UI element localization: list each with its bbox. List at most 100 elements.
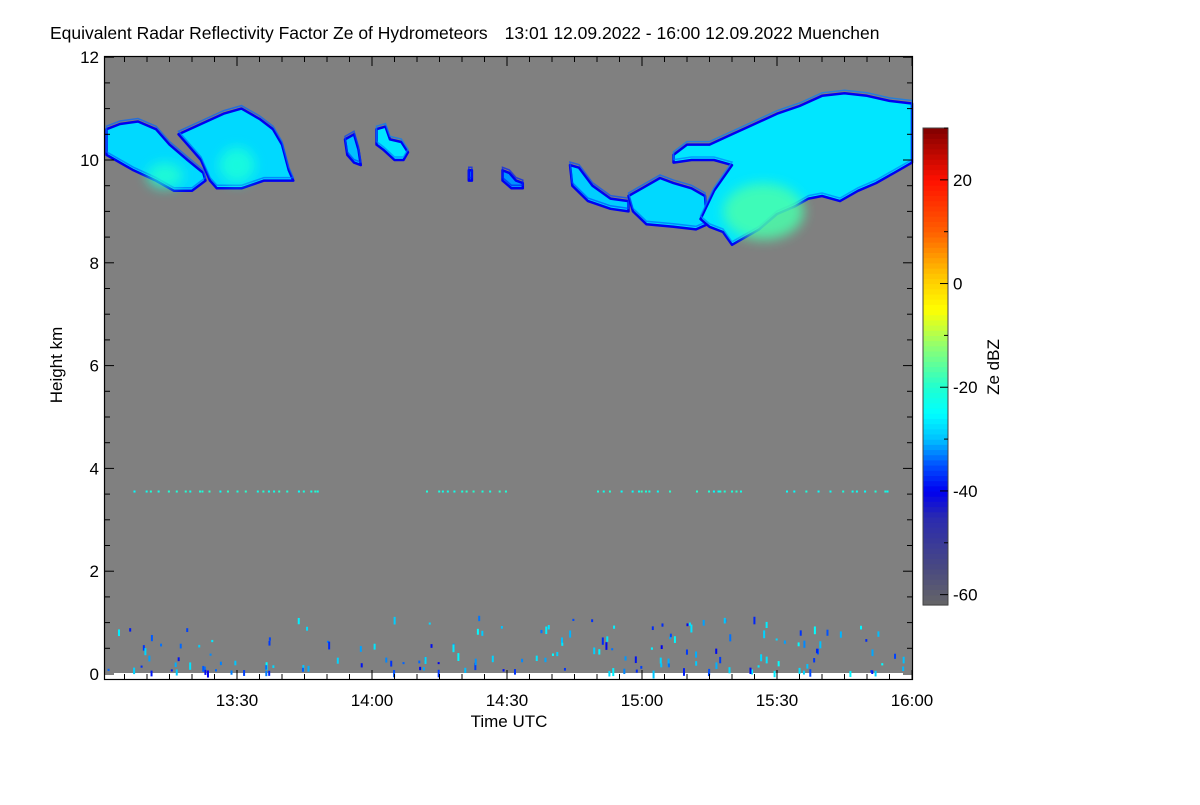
clutter-point [268, 670, 271, 676]
speckle [644, 490, 647, 493]
x-tick-label: 13:30 [216, 691, 259, 710]
clutter-point [572, 618, 575, 621]
clutter-point [624, 656, 627, 661]
clutter-point [708, 668, 711, 676]
cloud-cirrus-3 [343, 133, 363, 167]
clutter-point [799, 630, 802, 636]
x-tick-label: 15:00 [621, 691, 664, 710]
colorbar-step [923, 319, 948, 326]
clutter-point [561, 637, 564, 644]
colorbar-step [923, 133, 948, 139]
clutter-point [813, 626, 816, 635]
clutter-point [360, 663, 363, 668]
speckle [278, 490, 281, 493]
speckle [297, 490, 300, 493]
speckle [256, 490, 259, 493]
cloud-core-cirrus-9 [723, 183, 804, 240]
x-axis-label: Time UTC [471, 712, 548, 731]
cloud-core-cirrus-2 [219, 147, 255, 184]
clutter-point [650, 647, 653, 650]
clutter-point [685, 649, 688, 655]
speckle [723, 490, 726, 493]
speckle [786, 490, 788, 493]
speckle [133, 490, 136, 493]
colorbar-step [923, 138, 948, 145]
speckle [481, 490, 484, 493]
clutter-point [819, 641, 822, 649]
speckle [310, 490, 313, 493]
clutter-point [623, 668, 626, 675]
clutter-point [142, 645, 145, 651]
colorbar-step [923, 423, 948, 430]
clutter-point [204, 669, 207, 675]
clutter-point [234, 660, 237, 666]
colorbar-step [923, 407, 948, 414]
speckle [656, 490, 659, 493]
clutter-point [728, 667, 731, 674]
clutter-point [813, 658, 816, 663]
speckle [199, 490, 202, 493]
colorbar-step [923, 501, 948, 508]
clutter-point [719, 656, 722, 664]
speckle [219, 490, 222, 493]
colorbar-step [923, 418, 948, 425]
colorbar-step [923, 382, 948, 388]
clutter-point [686, 623, 689, 627]
clutter-point [715, 662, 718, 669]
speckle [244, 490, 247, 493]
colorbar-step [923, 563, 948, 570]
clutter-point [826, 629, 829, 636]
speckle [175, 490, 178, 493]
clutter-point [894, 653, 897, 659]
speckle [719, 490, 722, 493]
speckle [817, 490, 820, 493]
axes: 13:30 14:00 14:30 15:00 15:30 16:00 0 2 4 6 8 10 12 [80, 48, 933, 710]
colorbar-step [923, 392, 948, 399]
clutter-point [418, 660, 421, 664]
colorbar-step [923, 159, 948, 165]
colorbar-step [923, 568, 948, 575]
speckle [489, 490, 492, 493]
cloud-edge-cirrus-3 [344, 130, 362, 164]
clutter-point [688, 622, 691, 626]
clutter-point [613, 625, 616, 629]
colorbar-step [923, 205, 948, 212]
colorbar-step [923, 449, 948, 456]
speckle [793, 490, 796, 493]
speckle [426, 490, 428, 493]
clutter-point [611, 648, 614, 651]
colorbar-step [923, 185, 948, 191]
clutter-point [189, 662, 192, 670]
clutter-point [660, 663, 663, 668]
clutter-point [667, 663, 670, 668]
clutter-point [198, 644, 201, 648]
clutter-point [777, 661, 780, 667]
speckle [597, 490, 599, 493]
clutter-point [148, 655, 151, 662]
clutter-point [457, 653, 460, 661]
colorbar-step [923, 506, 948, 513]
clutter-point [877, 631, 880, 637]
x-tick-label: 14:00 [351, 691, 394, 710]
clutter-point [551, 653, 554, 656]
clutter-point [806, 664, 809, 669]
colorbar-step [923, 584, 948, 591]
clutter-point [474, 662, 477, 671]
clutter-point [667, 658, 670, 667]
speckle [226, 490, 229, 493]
clutter-point [140, 665, 143, 668]
clutter-point [179, 643, 182, 649]
clutter-point [297, 617, 300, 625]
speckle [708, 490, 711, 493]
colorbar-step [923, 599, 948, 606]
clutter-point [661, 623, 664, 627]
colorbar-tick-label: 0 [953, 275, 962, 294]
colorbar-step [923, 470, 948, 476]
cloud-edge-cirrus-5 [468, 166, 473, 179]
x-tick-label: 16:00 [891, 691, 934, 710]
speckle [504, 490, 507, 493]
clutter-point [422, 667, 425, 671]
clutter-point [544, 657, 547, 663]
speckle [273, 490, 276, 493]
colorbar-step [923, 490, 948, 497]
